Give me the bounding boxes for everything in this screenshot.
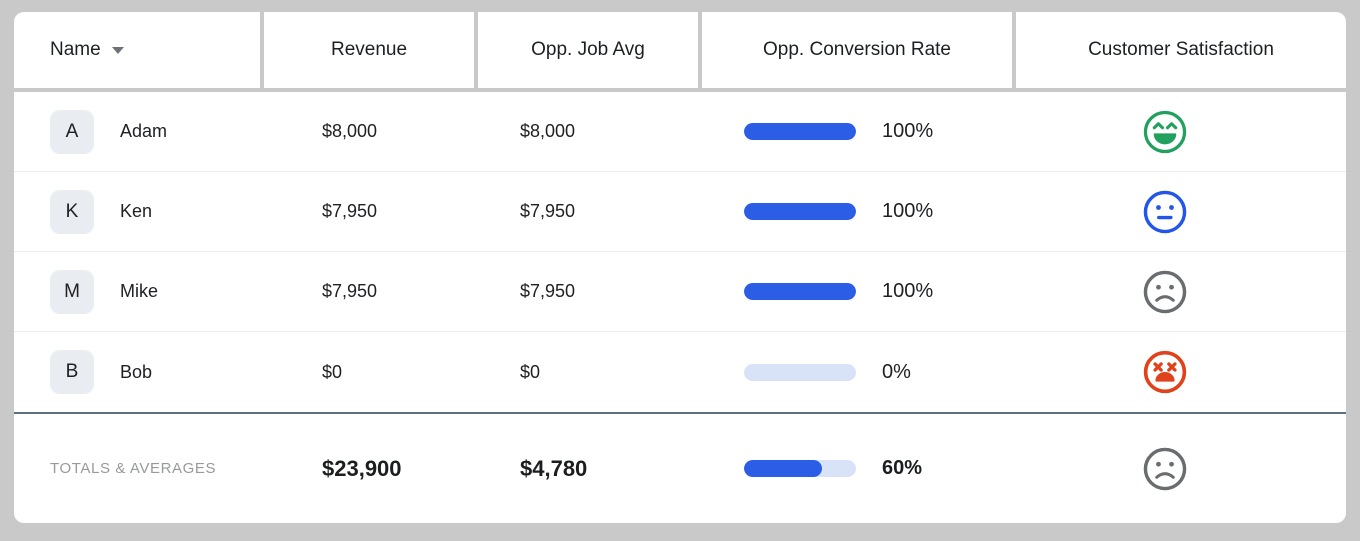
totals-bar-track bbox=[744, 460, 856, 477]
revenue-value: $7,950 bbox=[322, 281, 378, 301]
conversion-cell: 100% bbox=[702, 92, 1016, 171]
conversion-value: 100% bbox=[882, 200, 934, 222]
revenue-value: $7,950 bbox=[322, 201, 378, 221]
revenue-cell: $7,950 bbox=[264, 172, 478, 251]
satisfaction-happy-icon bbox=[1143, 110, 1187, 153]
table-row[interactable]: A Adam $8,000 $8,000 100% bbox=[14, 92, 1346, 172]
opp-job-avg-cell: $8,000 bbox=[478, 92, 702, 171]
column-header-opp-job-avg-label: Opp. Job Avg bbox=[531, 39, 645, 60]
table-header: Name Revenue Opp. Job Avg Opp. Conversio… bbox=[14, 12, 1346, 88]
column-header-name[interactable]: Name bbox=[14, 12, 260, 88]
revenue-cell: $8,000 bbox=[264, 92, 478, 171]
table-row[interactable]: K Ken $7,950 $7,950 100% bbox=[14, 172, 1346, 252]
avatar: K bbox=[50, 189, 94, 234]
conversion-cell: 0% bbox=[702, 332, 1016, 412]
table-row[interactable]: M Mike $7,950 $7,950 100% bbox=[14, 252, 1346, 332]
avatar: B bbox=[50, 350, 94, 394]
totals-conversion-value: 60% bbox=[882, 457, 923, 479]
revenue-cell: $0 bbox=[264, 332, 478, 412]
opp-job-avg-value: $7,950 bbox=[520, 281, 576, 301]
column-header-customer-satisfaction[interactable]: Customer Satisfaction bbox=[1016, 12, 1346, 88]
opp-job-avg-cell: $7,950 bbox=[478, 252, 702, 331]
conversion-bar-track bbox=[744, 123, 856, 140]
totals-revenue-value: $23,900 bbox=[322, 455, 402, 481]
totals-opp-job-avg-cell: $4,780 bbox=[478, 414, 702, 523]
opp-job-avg-value: $0 bbox=[520, 361, 541, 382]
totals-conversion-cell: 60% bbox=[702, 414, 1016, 523]
column-header-customer-satisfaction-label: Customer Satisfaction bbox=[1088, 39, 1274, 60]
totals-label: TOTALS & AVERAGES bbox=[50, 460, 217, 477]
conversion-bar-fill bbox=[744, 123, 856, 140]
column-header-opp-job-avg[interactable]: Opp. Job Avg bbox=[478, 12, 698, 88]
conversion-cell: 100% bbox=[702, 172, 1016, 251]
avatar: A bbox=[50, 109, 94, 154]
totals-satisfaction-cell bbox=[1016, 414, 1346, 523]
name-cell: B Bob bbox=[14, 332, 264, 412]
avatar-initial: A bbox=[65, 120, 79, 142]
column-header-opp-conversion-rate[interactable]: Opp. Conversion Rate bbox=[702, 12, 1012, 88]
totals-opp-job-avg-value: $4,780 bbox=[520, 455, 588, 481]
conversion-value: 100% bbox=[882, 280, 934, 302]
opp-job-avg-cell: $7,950 bbox=[478, 172, 702, 251]
conversion-bar-track bbox=[744, 283, 856, 300]
avatar-initial: K bbox=[65, 200, 79, 222]
person-name: Bob bbox=[120, 361, 153, 382]
opp-job-avg-cell: $0 bbox=[478, 332, 702, 412]
revenue-value: $0 bbox=[322, 361, 343, 382]
name-cell: K Ken bbox=[14, 172, 264, 251]
name-cell: M Mike bbox=[14, 252, 264, 331]
totals-label-cell: TOTALS & AVERAGES bbox=[14, 414, 264, 523]
totals-revenue-cell: $23,900 bbox=[264, 414, 478, 523]
conversion-value: 100% bbox=[882, 120, 934, 142]
conversion-value: 0% bbox=[882, 360, 911, 383]
performance-table: Name Revenue Opp. Job Avg Opp. Conversio… bbox=[14, 12, 1346, 523]
avatar-initial: B bbox=[65, 361, 79, 382]
conversion-bar-track bbox=[744, 203, 856, 220]
conversion-bar-fill bbox=[744, 203, 856, 220]
avatar-initial: M bbox=[64, 280, 80, 302]
opp-job-avg-value: $8,000 bbox=[520, 121, 576, 141]
person-name: Mike bbox=[120, 281, 159, 301]
person-name: Adam bbox=[120, 121, 168, 141]
satisfaction-cell bbox=[1016, 252, 1346, 331]
conversion-bar-fill bbox=[744, 283, 856, 300]
revenue-value: $8,000 bbox=[322, 121, 378, 141]
column-header-name-label: Name bbox=[50, 39, 101, 60]
satisfaction-cell bbox=[1016, 92, 1346, 171]
column-header-opp-conversion-rate-label: Opp. Conversion Rate bbox=[763, 39, 951, 60]
column-header-revenue-label: Revenue bbox=[330, 39, 408, 60]
totals-row: TOTALS & AVERAGES $23,900 $4,780 60% bbox=[14, 412, 1346, 523]
revenue-cell: $7,950 bbox=[264, 252, 478, 331]
table-row[interactable]: B Bob $0 $0 0% bbox=[14, 332, 1346, 412]
totals-bar-fill bbox=[744, 460, 823, 477]
satisfaction-dead-icon bbox=[1143, 350, 1187, 394]
satisfaction-sad-icon bbox=[1143, 447, 1187, 490]
satisfaction-cell bbox=[1016, 332, 1346, 412]
person-name: Ken bbox=[120, 201, 153, 221]
sort-desc-icon bbox=[111, 46, 124, 54]
conversion-bar-track bbox=[744, 363, 856, 381]
satisfaction-sad-icon bbox=[1143, 270, 1187, 313]
column-header-revenue[interactable]: Revenue bbox=[264, 12, 474, 88]
satisfaction-cell bbox=[1016, 172, 1346, 251]
opp-job-avg-value: $7,950 bbox=[520, 201, 576, 221]
avatar: M bbox=[50, 269, 94, 314]
conversion-cell: 100% bbox=[702, 252, 1016, 331]
table-body: A Adam $8,000 $8,000 100% bbox=[14, 92, 1346, 523]
satisfaction-neutral-icon bbox=[1143, 190, 1187, 233]
name-cell: A Adam bbox=[14, 92, 264, 171]
